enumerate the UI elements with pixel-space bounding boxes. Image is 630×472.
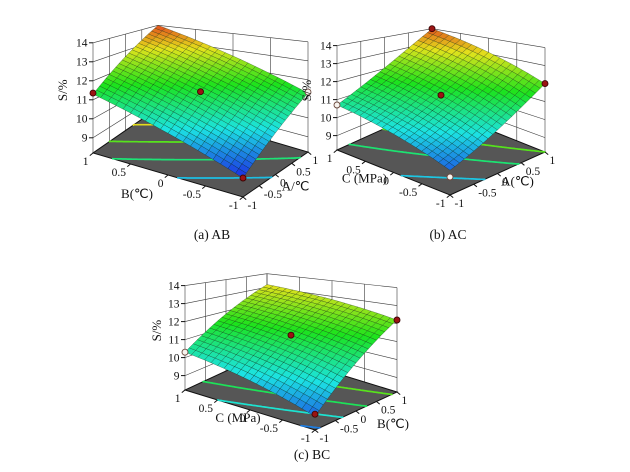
svg-text:11: 11 bbox=[168, 334, 179, 346]
svg-text:0: 0 bbox=[383, 176, 389, 188]
svg-text:11: 11 bbox=[76, 95, 87, 107]
caption-ab: (a) AB bbox=[193, 227, 231, 242]
svg-text:12: 12 bbox=[320, 76, 332, 88]
svg-text:S/%: S/% bbox=[55, 79, 70, 101]
svg-text:-0.5: -0.5 bbox=[478, 187, 496, 199]
svg-text:-1: -1 bbox=[229, 200, 239, 212]
svg-text:-0.5: -0.5 bbox=[260, 423, 278, 435]
surface-plot-ab: -1 -1-0.5 -0.50 00.5 0.51 1B(℃) A/℃91011121314… bbox=[55, 25, 319, 212]
svg-text:-0.5: -0.5 bbox=[183, 189, 201, 201]
svg-text:-0.5: -0.5 bbox=[340, 424, 358, 436]
svg-text:10: 10 bbox=[76, 114, 88, 126]
svg-text:12: 12 bbox=[76, 76, 88, 88]
svg-text:0: 0 bbox=[280, 178, 286, 190]
svg-text:0: 0 bbox=[502, 177, 508, 189]
svg-text:0.5: 0.5 bbox=[112, 167, 127, 179]
svg-text:12: 12 bbox=[168, 316, 180, 328]
svg-text:0.5: 0.5 bbox=[296, 166, 311, 178]
svg-text:0.5: 0.5 bbox=[381, 405, 396, 417]
surface-plot-bc: -1 -1-0.5 -0.50 00.5 0.51 1C (MPa) B(℃)9101112… bbox=[149, 273, 409, 445]
svg-text:0.5: 0.5 bbox=[199, 403, 214, 415]
svg-text:-1: -1 bbox=[455, 198, 465, 210]
svg-text:1: 1 bbox=[313, 155, 319, 167]
svg-text:-1: -1 bbox=[320, 433, 330, 445]
svg-text:9: 9 bbox=[326, 130, 332, 142]
svg-text:S/%: S/% bbox=[149, 320, 164, 342]
svg-text:14: 14 bbox=[168, 280, 180, 292]
svg-text:1: 1 bbox=[550, 155, 556, 167]
svg-text:S/%: S/% bbox=[299, 80, 314, 102]
svg-text:13: 13 bbox=[168, 298, 180, 310]
svg-text:9: 9 bbox=[174, 370, 180, 382]
svg-text:0.5: 0.5 bbox=[346, 164, 361, 176]
svg-text:1: 1 bbox=[327, 153, 333, 165]
surface-plot-ac: -1 -1-0.5 -0.50 00.5 0.51 1C (MPa) A(℃)9101112… bbox=[299, 25, 556, 210]
svg-text:B(℃): B(℃) bbox=[121, 186, 153, 201]
svg-text:C (MPa): C (MPa) bbox=[342, 171, 387, 186]
svg-text:1: 1 bbox=[402, 395, 408, 407]
svg-text:1: 1 bbox=[83, 156, 89, 168]
svg-text:-1: -1 bbox=[436, 198, 446, 210]
svg-text:14: 14 bbox=[76, 38, 88, 50]
svg-text:0: 0 bbox=[361, 414, 367, 426]
svg-text:11: 11 bbox=[320, 94, 331, 106]
svg-text:A/℃: A/℃ bbox=[282, 179, 310, 194]
svg-text:10: 10 bbox=[168, 352, 180, 364]
svg-text:13: 13 bbox=[320, 58, 332, 70]
svg-text:0.5: 0.5 bbox=[526, 166, 541, 178]
svg-text:A(℃): A(℃) bbox=[501, 174, 534, 189]
svg-text:14: 14 bbox=[320, 40, 332, 52]
svg-text:C (MPa): C (MPa) bbox=[215, 410, 260, 425]
svg-text:-0.5: -0.5 bbox=[399, 187, 417, 199]
svg-text:0: 0 bbox=[240, 413, 246, 425]
svg-text:9: 9 bbox=[82, 133, 88, 145]
svg-text:-1: -1 bbox=[248, 200, 258, 212]
caption-ac: (b) AC bbox=[429, 227, 467, 242]
svg-text:-0.5: -0.5 bbox=[264, 189, 282, 201]
svg-text:B(℃): B(℃) bbox=[377, 416, 409, 431]
svg-text:0: 0 bbox=[158, 178, 164, 190]
svg-text:10: 10 bbox=[320, 112, 332, 124]
caption-bc: (c) BC bbox=[293, 447, 331, 462]
svg-text:-1: -1 bbox=[301, 433, 311, 445]
svg-text:1: 1 bbox=[175, 393, 181, 405]
svg-text:13: 13 bbox=[76, 57, 88, 69]
